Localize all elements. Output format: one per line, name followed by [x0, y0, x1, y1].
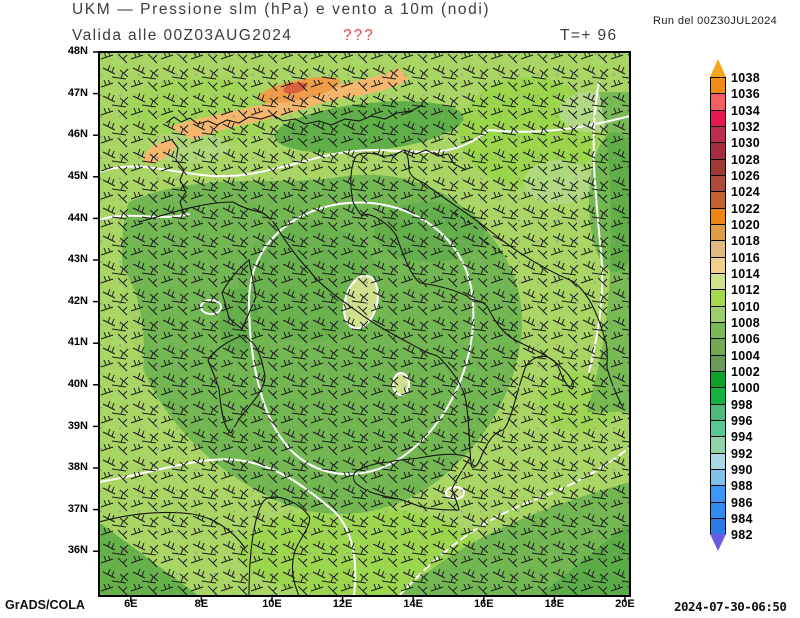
colorbar-label: 1010: [731, 299, 761, 314]
colorbar-label: 992: [731, 446, 753, 461]
colorbar-segment: [710, 436, 726, 454]
missing-data-flag: ???: [343, 27, 375, 44]
page-title: UKM — Pressione slm (hPa) e vento a 10m …: [72, 1, 491, 18]
lon-label: 14E: [403, 598, 423, 610]
colorbar-label: 1038: [731, 71, 761, 85]
lon-label: 6E: [124, 598, 138, 610]
colorbar-segment: [710, 354, 726, 372]
colorbar-segment: [710, 305, 726, 323]
colorbar-label: 1008: [731, 315, 761, 330]
colorbar-segment: [710, 77, 726, 95]
lon-label: 18E: [544, 598, 565, 610]
lat-label: 43N: [67, 253, 88, 266]
colorbar-segment: [710, 142, 726, 160]
axis-ticks: [93, 51, 626, 602]
map-content: [99, 52, 630, 596]
grads-credit: GrADS/COLA: [5, 598, 85, 612]
colorbar-label: 1034: [731, 103, 761, 118]
colorbar-label: 1030: [731, 136, 761, 151]
colorbar-arrow-top: [710, 59, 726, 77]
lon-label: 16E: [473, 598, 494, 610]
colorbar-label: 1016: [731, 250, 761, 265]
colorbar-label: 1024: [731, 185, 761, 200]
colorbar-segment: [710, 207, 726, 225]
lat-label: 37N: [67, 502, 88, 515]
colorbar-label: 1012: [731, 283, 761, 298]
colorbar-label: 1032: [731, 119, 761, 134]
colorbar-label: 984: [731, 511, 753, 526]
colorbar-label: 1004: [731, 348, 761, 363]
colorbar-label: 986: [731, 495, 753, 510]
colorbar-segment: [710, 256, 726, 274]
pressure-wind-map: [93, 51, 631, 602]
colorbar-label: 988: [731, 479, 753, 494]
colorbar-segment: [710, 517, 726, 536]
colorbar-label: 1026: [731, 168, 761, 183]
lon-label: 12E: [332, 598, 353, 610]
colorbar-segment: [710, 93, 726, 111]
forecast-hour-label: T=+ 96: [560, 27, 618, 44]
colorbar-segment: [710, 289, 726, 307]
lon-label: 20E: [615, 598, 635, 610]
colorbar-segment: [710, 272, 726, 291]
colorbar-segment: [710, 109, 726, 127]
colorbar-segment: [710, 452, 726, 470]
map-figure: [91, 44, 638, 606]
colorbar-label: 994: [731, 430, 753, 445]
colorbar-label: 1000: [731, 381, 761, 396]
lat-label: 40N: [67, 377, 88, 390]
lat-label: 36N: [67, 544, 88, 557]
colorbar-labels: 1038 1036 1034 1032 1030 1028 1026 1024 1022 1020…: [731, 70, 760, 544]
colorbar-segment: [710, 419, 726, 438]
colorbar-label: 996: [731, 413, 753, 428]
colorbar-segment: [710, 485, 726, 503]
colorbar-segment: [710, 240, 726, 258]
colorbar-segment: [710, 370, 726, 389]
colorbar-segment: [710, 387, 726, 405]
generation-timestamp: 2024-07-30-06:50: [674, 599, 787, 614]
colorbar-segment: [710, 174, 726, 193]
lat-label: 41N: [67, 336, 88, 349]
lat-label: 46N: [67, 128, 88, 141]
colorbar: [710, 77, 726, 536]
colorbar-label: 1006: [731, 332, 761, 347]
colorbar-segment: [710, 321, 726, 340]
lat-axis: 48N 47N 46N 45N 44N 43N 42N 41N 40N 39N 38N 37N 36N: [52, 31, 88, 572]
colorbar-segment: [710, 468, 726, 487]
lat-label: 42N: [67, 294, 88, 307]
colorbar-label: 1002: [731, 364, 761, 379]
colorbar-segment: [710, 403, 726, 421]
colorbar-segment: [710, 125, 726, 144]
map-border: [98, 51, 631, 597]
lon-axis: 6E 8E 10E 12E 14E 16E 18E 20E: [96, 597, 661, 612]
colorbar-label: 1014: [731, 266, 761, 281]
wind-barbs: [99, 52, 630, 596]
run-label: Run del 00Z30JUL2024: [653, 15, 778, 27]
colorbar-label: 982: [731, 528, 753, 543]
colorbar-segment: [710, 191, 726, 209]
lon-label: 10E: [262, 598, 282, 610]
colorbar-segment: [710, 158, 726, 176]
lat-label: 38N: [67, 461, 88, 474]
colorbar-label: 1028: [731, 152, 761, 167]
colorbar-label: 1018: [731, 234, 761, 249]
colorbar-label: 1020: [731, 217, 761, 232]
colorbar-label: 990: [731, 462, 753, 477]
colorbar-arrow-bottom: [710, 534, 726, 551]
valid-time-label: Valida alle 00Z03AUG2024: [72, 27, 293, 44]
lon-label: 8E: [194, 598, 209, 610]
lat-label: 44N: [67, 211, 88, 224]
colorbar-segment: [710, 338, 726, 356]
colorbar-segment: [710, 501, 726, 519]
lat-label: 45N: [67, 169, 88, 182]
lat-label: 48N: [67, 45, 88, 58]
lat-label: 39N: [67, 419, 88, 432]
lat-label: 47N: [67, 86, 88, 99]
colorbar-segment: [710, 223, 726, 242]
colorbar-label: 1036: [731, 87, 761, 102]
colorbar-label: 998: [731, 397, 753, 412]
colorbar-label: 1022: [731, 201, 761, 216]
